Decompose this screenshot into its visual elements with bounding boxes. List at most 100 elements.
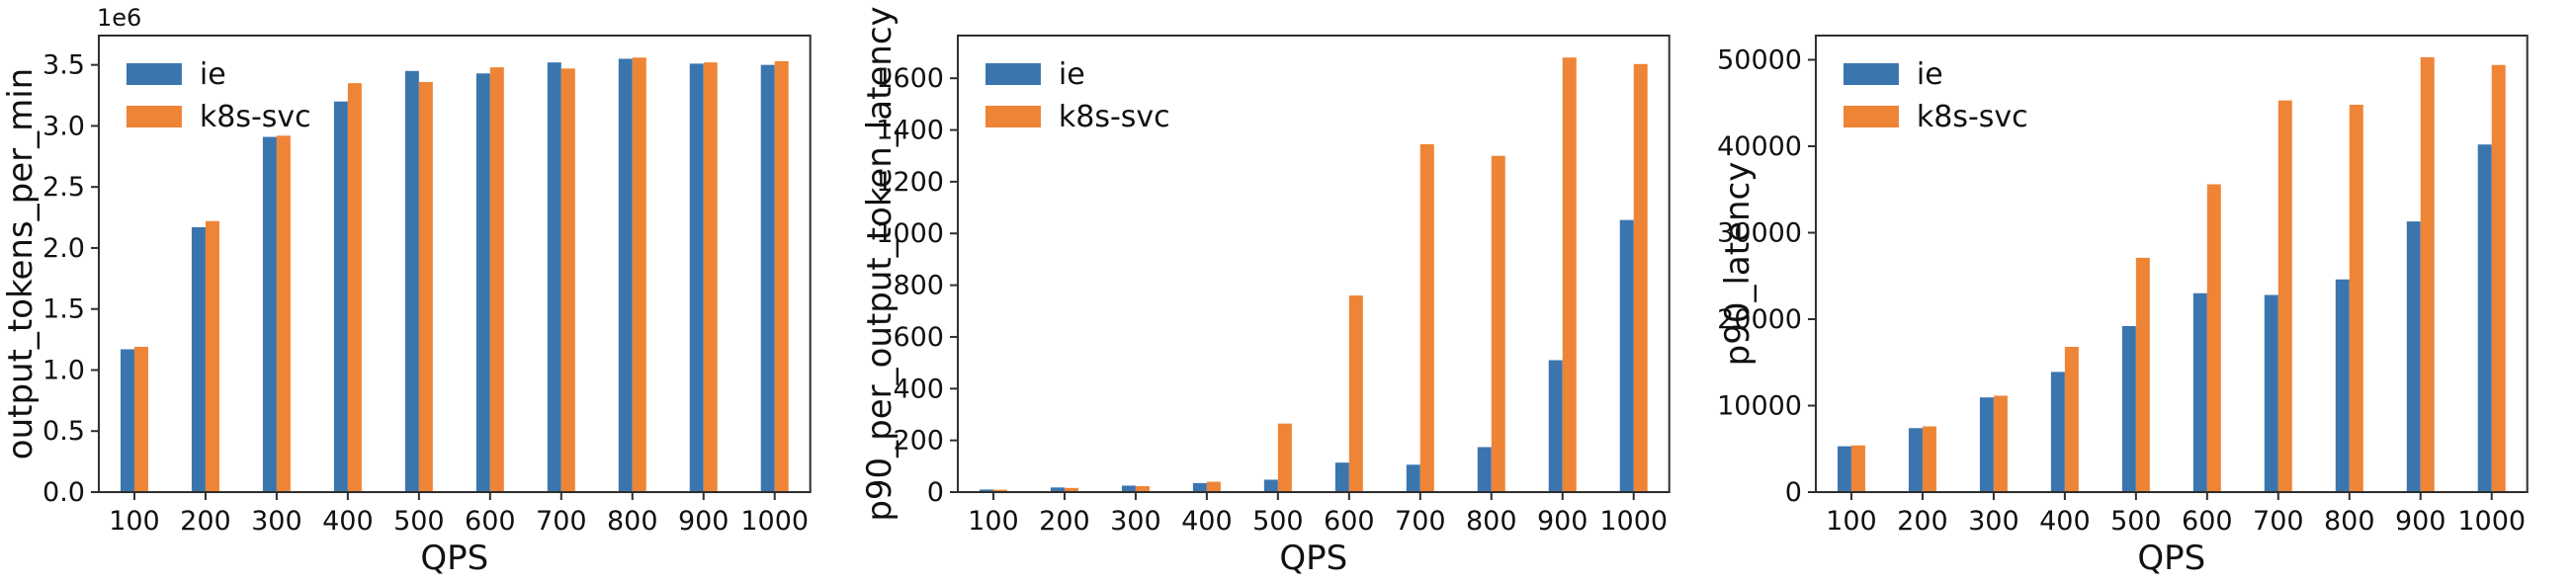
bar-ie-300 bbox=[262, 136, 277, 492]
y-tick-label: 0.0 bbox=[43, 477, 85, 508]
bar-k8s-svc-400 bbox=[1206, 481, 1221, 492]
y-axis-label: p90_latency bbox=[1718, 162, 1758, 367]
bar-ie-200 bbox=[1050, 487, 1065, 492]
y-tick-label: 3.5 bbox=[43, 50, 85, 81]
x-tick-label: 900 bbox=[2395, 506, 2447, 537]
y-tick-label: 1.0 bbox=[43, 355, 85, 385]
legend-label-k8s-svc: k8s-svc bbox=[1917, 100, 2028, 134]
bar-k8s-svc-500 bbox=[418, 81, 433, 493]
bar-k8s-svc-600 bbox=[2207, 184, 2222, 492]
y-tick-label: 20000 bbox=[1717, 304, 1802, 335]
bar-ie-600 bbox=[2193, 292, 2208, 492]
plot-border bbox=[97, 35, 812, 493]
y-tick-label: 50000 bbox=[1717, 44, 1802, 75]
y-tick-label: 1000 bbox=[876, 218, 944, 249]
bar-ie-200 bbox=[191, 226, 206, 493]
x-axis-label: QPS bbox=[420, 539, 488, 578]
bar-k8s-svc-700 bbox=[560, 68, 575, 493]
x-tick-label: 800 bbox=[1466, 506, 1517, 537]
x-tick-label: 700 bbox=[1395, 506, 1446, 537]
x-tick-label: 400 bbox=[1181, 506, 1233, 537]
bar-ie-100 bbox=[120, 349, 134, 492]
bar-ie-600 bbox=[1334, 462, 1349, 492]
x-axis-label: QPS bbox=[1279, 539, 1347, 578]
bar-k8s-svc-1000 bbox=[2492, 64, 2507, 492]
bar-k8s-svc-900 bbox=[703, 62, 718, 492]
x-tick-label: 1000 bbox=[1599, 506, 1668, 537]
y-tick-label: 30000 bbox=[1717, 217, 1802, 248]
y-tick-label: 400 bbox=[893, 374, 944, 404]
x-tick-label: 600 bbox=[465, 506, 516, 537]
x-tick-label: 100 bbox=[109, 506, 160, 537]
x-tick-label: 100 bbox=[1827, 506, 1878, 537]
y-tick-label: 200 bbox=[893, 426, 944, 457]
bar-ie-700 bbox=[2265, 294, 2279, 492]
bar-k8s-svc-600 bbox=[1348, 295, 1363, 492]
legend-label-k8s-svc: k8s-svc bbox=[1059, 100, 1170, 134]
bar-k8s-svc-500 bbox=[1277, 423, 1292, 492]
bar-k8s-svc-700 bbox=[2278, 100, 2293, 492]
bar-k8s-svc-900 bbox=[1562, 57, 1577, 492]
x-tick-label: 400 bbox=[2039, 506, 2091, 537]
bar-k8s-svc-700 bbox=[1419, 143, 1434, 492]
bar-ie-700 bbox=[547, 62, 561, 492]
x-tick-label: 700 bbox=[2253, 506, 2304, 537]
bar-k8s-svc-200 bbox=[1923, 426, 1937, 492]
y-tick-label: 0 bbox=[926, 477, 943, 508]
x-tick-label: 400 bbox=[322, 506, 374, 537]
x-tick-label: 300 bbox=[1110, 506, 1161, 537]
bar-ie-800 bbox=[618, 58, 633, 493]
chart-panel-p90-per-output-token-latency: 0 200 400 600 800 1000 1200 1400 1600 100 200 300 40… bbox=[859, 0, 1718, 585]
legend-swatch-k8s-svc bbox=[1844, 106, 1900, 127]
y-tick-label: 1400 bbox=[876, 116, 944, 146]
x-tick-label: 100 bbox=[968, 506, 1019, 537]
y-tick-label: 1600 bbox=[876, 63, 944, 94]
y-tick-label: 800 bbox=[893, 271, 944, 301]
y-axis-label: output_tokens_per_min bbox=[1, 68, 41, 460]
bar-k8s-svc-300 bbox=[1994, 395, 2009, 492]
bar-k8s-svc-300 bbox=[1135, 485, 1150, 492]
x-tick-label: 500 bbox=[1252, 506, 1304, 537]
bar-k8s-svc-800 bbox=[632, 57, 646, 493]
y-tick-label: 2.0 bbox=[43, 233, 85, 264]
plot-border bbox=[1815, 35, 2530, 493]
bar-ie-400 bbox=[1192, 482, 1207, 492]
bar-k8s-svc-1000 bbox=[774, 60, 789, 493]
x-tick-label: 700 bbox=[536, 506, 587, 537]
chart-panel-output-tokens-per-min: 0.0 0.5 1.0 1.5 2.0 2.5 3.0 3.5 100 200 300 400 500 6… bbox=[0, 0, 859, 585]
bar-ie-900 bbox=[1548, 360, 1563, 492]
bar-k8s-svc-900 bbox=[2421, 56, 2436, 492]
bar-ie-300 bbox=[1980, 397, 1995, 492]
bar-ie-700 bbox=[1406, 464, 1420, 492]
bar-k8s-svc-600 bbox=[489, 67, 504, 492]
bar-ie-800 bbox=[1477, 447, 1492, 492]
x-tick-label: 500 bbox=[2110, 506, 2162, 537]
bar-k8s-svc-100 bbox=[1851, 445, 1866, 492]
bar-ie-1000 bbox=[1619, 219, 1634, 492]
y-tick-label: 0.5 bbox=[43, 416, 85, 447]
bar-ie-600 bbox=[475, 73, 490, 492]
bar-ie-100 bbox=[1838, 446, 1852, 492]
x-tick-label: 200 bbox=[180, 506, 231, 537]
legend-label-ie: ie bbox=[1917, 57, 1943, 92]
bar-k8s-svc-400 bbox=[2065, 347, 2080, 492]
chart-panel-p90-latency: 0 10000 20000 30000 40000 50000 100 200 300 400 50… bbox=[1717, 0, 2576, 585]
x-axis-label: QPS bbox=[2138, 539, 2206, 578]
bar-k8s-svc-300 bbox=[276, 135, 291, 492]
bar-ie-500 bbox=[404, 70, 419, 492]
y-tick-label: 3.0 bbox=[43, 111, 85, 141]
x-tick-label: 300 bbox=[251, 506, 302, 537]
y-tick-label: 0 bbox=[1785, 477, 1802, 508]
y-tick-label: 1.5 bbox=[43, 294, 85, 325]
legend-swatch-k8s-svc bbox=[985, 106, 1041, 127]
chart-p90-per-output-token-latency: 0 200 400 600 800 1000 1200 1400 1600 100 200 300 40… bbox=[860, 6, 1671, 578]
legend-swatch-ie bbox=[126, 63, 182, 85]
bar-ie-400 bbox=[333, 101, 348, 493]
chart-output-tokens-per-min: 0.0 0.5 1.0 1.5 2.0 2.5 3.0 3.5 100 200 300 400 500 6… bbox=[1, 4, 812, 578]
x-tick-label: 1000 bbox=[2458, 506, 2527, 537]
bar-ie-900 bbox=[2407, 221, 2422, 492]
y-axis-label: p90_per_output_token_latency bbox=[860, 6, 900, 521]
chart-p90-latency: 0 10000 20000 30000 40000 50000 100 200 300 400 50… bbox=[1717, 35, 2530, 578]
x-tick-label: 600 bbox=[1324, 506, 1375, 537]
